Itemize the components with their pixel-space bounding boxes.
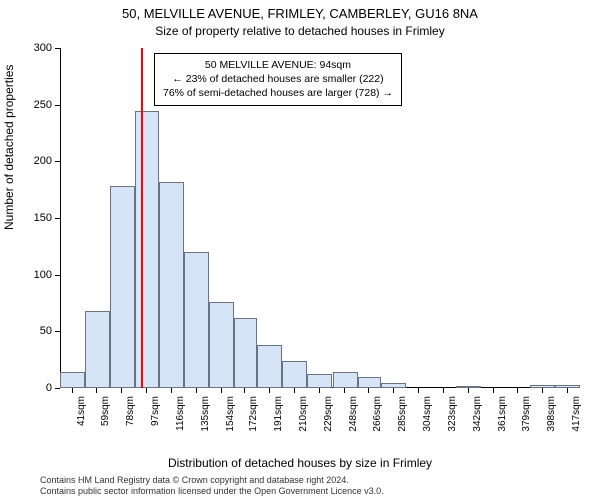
- x-tick: [269, 388, 270, 393]
- x-tick-label: 78sqm: [125, 396, 136, 426]
- x-tick: [493, 388, 494, 393]
- x-tick-label: 172sqm: [248, 396, 259, 432]
- y-tick: [55, 48, 60, 49]
- x-tick: [121, 388, 122, 393]
- footnote-line-2: Contains public sector information licen…: [40, 486, 384, 496]
- plot-area: 05010015020025030041sqm59sqm78sqm97sqm11…: [60, 48, 580, 388]
- y-tick-label: 50: [12, 325, 52, 337]
- x-tick-label: 135sqm: [200, 396, 211, 432]
- x-tick-label: 266sqm: [372, 396, 383, 432]
- callout-line-3: 76% of semi-detached houses are larger (…: [163, 86, 393, 100]
- callout-line-1: 50 MELVILLE AVENUE: 94sqm: [163, 58, 393, 72]
- x-tick-label: 116sqm: [175, 396, 186, 431]
- histogram-bar: [85, 311, 110, 388]
- histogram-bar: [209, 302, 234, 388]
- footnote: Contains HM Land Registry data © Crown c…: [40, 475, 600, 498]
- y-axis-label: Number of detached properties: [2, 65, 16, 230]
- histogram-bar: [530, 385, 555, 388]
- histogram-bar: [110, 186, 135, 388]
- chart-title-sub: Size of property relative to detached ho…: [0, 24, 600, 38]
- callout-line-2: ← 23% of detached houses are smaller (22…: [163, 72, 393, 86]
- property-marker-line: [141, 48, 143, 388]
- histogram-bar: [333, 372, 358, 388]
- x-tick-label: 191sqm: [273, 396, 284, 432]
- y-tick-label: 100: [12, 269, 52, 281]
- x-tick-label: 342sqm: [472, 396, 483, 432]
- x-tick: [344, 388, 345, 393]
- histogram-bar: [159, 182, 184, 388]
- x-tick: [96, 388, 97, 393]
- x-tick-label: 417sqm: [571, 396, 582, 432]
- x-tick: [517, 388, 518, 393]
- x-tick: [171, 388, 172, 393]
- x-tick: [443, 388, 444, 393]
- y-axis-line: [60, 48, 61, 388]
- histogram-bar: [60, 372, 85, 388]
- y-tick-label: 300: [12, 42, 52, 54]
- histogram-bar: [135, 111, 159, 388]
- histogram-bar: [456, 386, 481, 388]
- x-tick: [72, 388, 73, 393]
- x-tick-label: 154sqm: [225, 396, 236, 432]
- callout-box: 50 MELVILLE AVENUE: 94sqm← 23% of detach…: [154, 53, 402, 106]
- histogram-bar: [184, 252, 209, 388]
- x-tick-label: 59sqm: [100, 396, 111, 426]
- y-tick-label: 150: [12, 212, 52, 224]
- x-tick-label: 379sqm: [521, 396, 532, 432]
- x-tick: [468, 388, 469, 393]
- x-tick: [196, 388, 197, 393]
- histogram-bar: [282, 361, 307, 388]
- histogram-bar: [381, 383, 406, 388]
- x-tick: [368, 388, 369, 393]
- x-axis-label: Distribution of detached houses by size …: [0, 456, 600, 470]
- x-tick-label: 97sqm: [150, 396, 161, 426]
- x-tick: [221, 388, 222, 393]
- y-tick: [55, 161, 60, 162]
- y-tick-label: 0: [12, 382, 52, 394]
- y-tick: [55, 218, 60, 219]
- x-tick-label: 398sqm: [546, 396, 557, 432]
- footnote-line-1: Contains HM Land Registry data © Crown c…: [40, 475, 349, 485]
- y-tick-label: 200: [12, 155, 52, 167]
- x-tick: [418, 388, 419, 393]
- x-tick-label: 229sqm: [323, 396, 334, 432]
- histogram-bar: [555, 385, 580, 388]
- x-tick-label: 210sqm: [298, 396, 309, 432]
- y-tick: [55, 331, 60, 332]
- x-tick: [542, 388, 543, 393]
- x-tick: [567, 388, 568, 393]
- x-tick: [393, 388, 394, 393]
- y-tick: [55, 388, 60, 389]
- histogram-bar: [307, 374, 332, 388]
- x-tick: [244, 388, 245, 393]
- y-tick: [55, 105, 60, 106]
- x-tick-label: 41sqm: [76, 396, 87, 426]
- y-tick: [55, 275, 60, 276]
- chart-container: 50, MELVILLE AVENUE, FRIMLEY, CAMBERLEY,…: [0, 0, 600, 500]
- x-tick-label: 285sqm: [397, 396, 408, 432]
- y-tick-label: 250: [12, 99, 52, 111]
- x-tick: [146, 388, 147, 393]
- x-tick: [294, 388, 295, 393]
- x-tick-label: 323sqm: [447, 396, 458, 432]
- histogram-bar: [234, 318, 258, 388]
- histogram-bar: [257, 345, 282, 388]
- x-tick: [319, 388, 320, 393]
- histogram-bar: [358, 377, 382, 388]
- chart-title-main: 50, MELVILLE AVENUE, FRIMLEY, CAMBERLEY,…: [0, 6, 600, 21]
- x-tick-label: 248sqm: [348, 396, 359, 432]
- x-tick-label: 304sqm: [422, 396, 433, 432]
- x-tick-label: 361sqm: [497, 396, 508, 432]
